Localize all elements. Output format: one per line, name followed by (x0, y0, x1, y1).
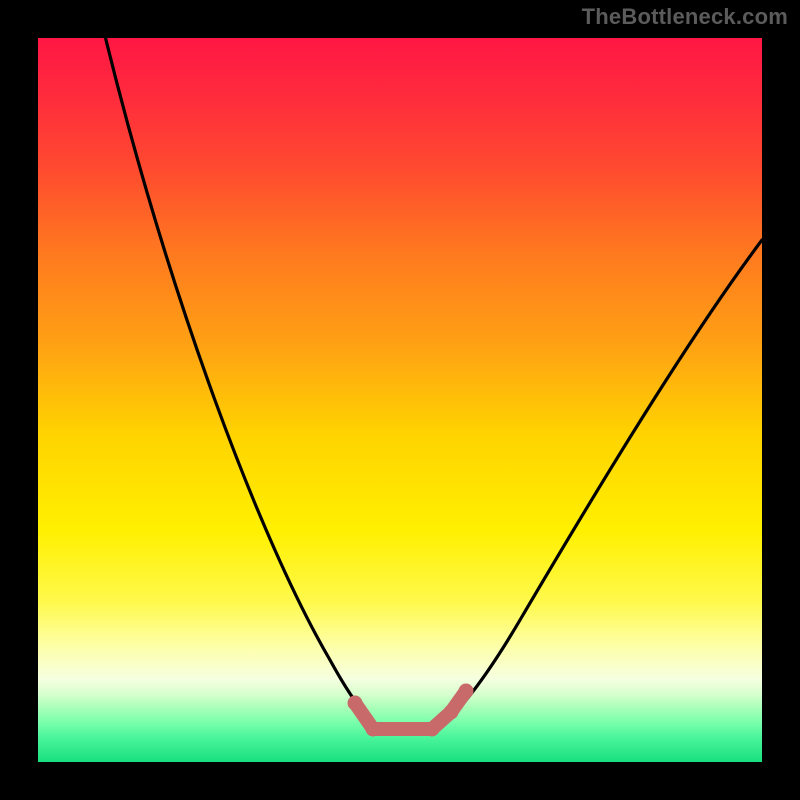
bottleneck-chart (0, 0, 800, 800)
chart-stage: TheBottleneck.com (0, 0, 800, 800)
marker-dot (366, 722, 381, 737)
plot-area (38, 36, 762, 762)
marker-dot (425, 722, 440, 737)
watermark-text: TheBottleneck.com (582, 4, 788, 30)
marker-dot (348, 696, 363, 711)
marker-dot (459, 684, 474, 699)
marker-dot (444, 705, 459, 720)
